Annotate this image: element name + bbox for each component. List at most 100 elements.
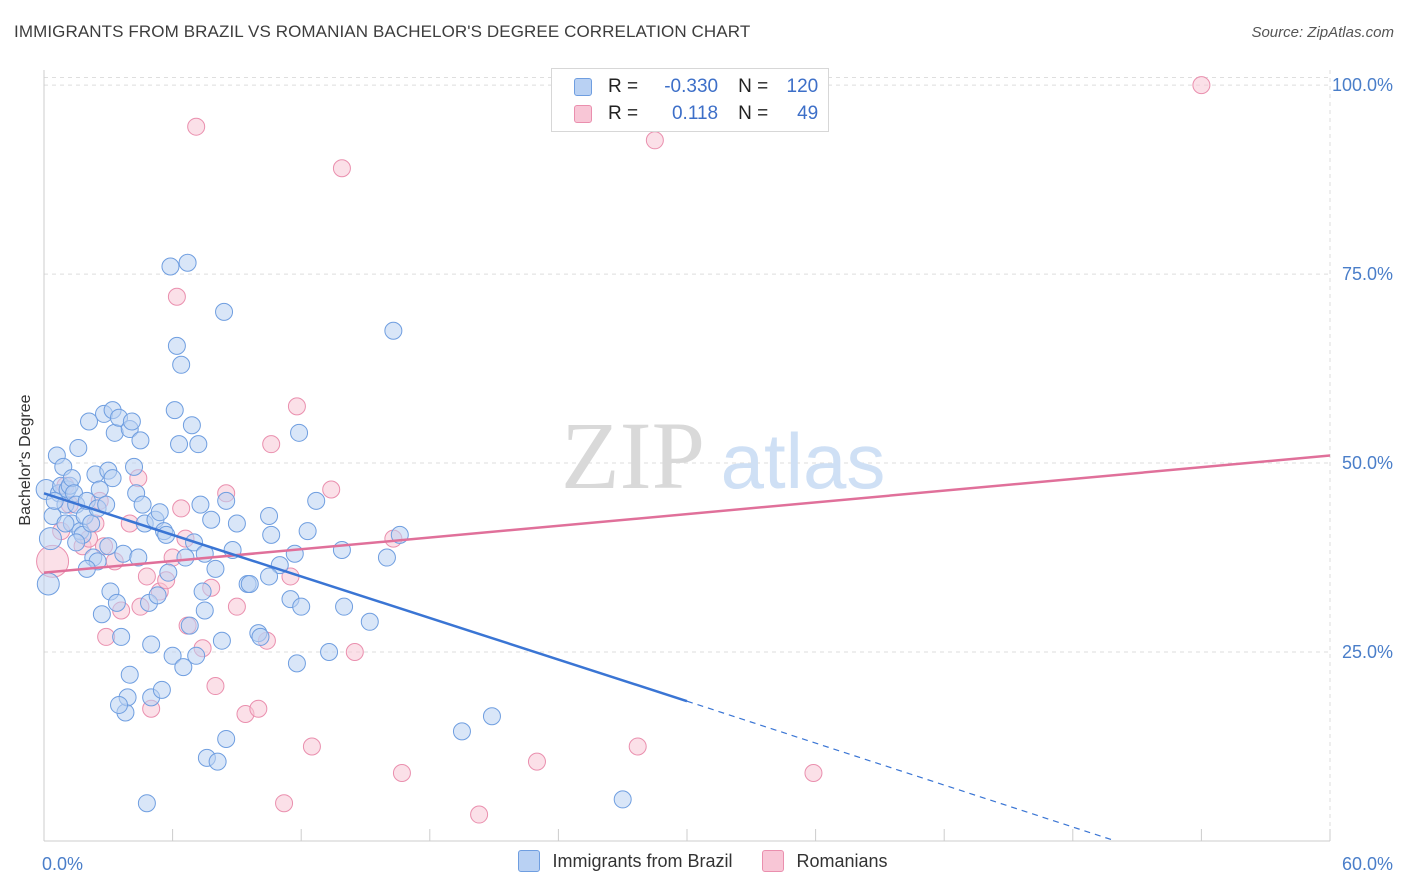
data-point bbox=[105, 423, 124, 442]
data-point bbox=[129, 548, 148, 567]
data-point bbox=[56, 514, 75, 533]
data-point bbox=[287, 654, 306, 673]
data-point bbox=[285, 544, 304, 563]
data-point bbox=[174, 658, 193, 677]
data-point bbox=[227, 597, 246, 616]
data-point bbox=[152, 680, 171, 699]
data-point bbox=[178, 253, 197, 272]
stats-n-label: N = bbox=[738, 76, 769, 97]
data-point bbox=[298, 522, 317, 541]
data-point bbox=[482, 707, 501, 726]
legend-label-brazil: Immigrants from Brazil bbox=[552, 850, 733, 871]
data-point bbox=[320, 643, 339, 662]
data-point bbox=[69, 438, 88, 457]
x-tick-label: 60.0% bbox=[1342, 854, 1393, 874]
trendline-romanians bbox=[43, 454, 1331, 574]
data-point bbox=[92, 605, 111, 624]
x-tick-label: 0.0% bbox=[42, 854, 83, 874]
data-point bbox=[167, 336, 186, 355]
legend-item-romanians: Romanians bbox=[762, 850, 888, 872]
data-point bbox=[215, 302, 234, 321]
data-point bbox=[114, 544, 133, 563]
data-point bbox=[67, 533, 86, 552]
stats-n-value: 120 bbox=[786, 76, 819, 97]
data-point bbox=[161, 257, 180, 276]
data-point bbox=[1192, 76, 1211, 95]
axes bbox=[43, 70, 1331, 842]
data-point bbox=[163, 646, 182, 665]
data-point bbox=[150, 503, 169, 522]
data-point bbox=[103, 469, 122, 488]
source-label: Source: ZipAtlas.com bbox=[1251, 24, 1394, 41]
stats-r-label: R = bbox=[608, 103, 639, 124]
data-point bbox=[290, 423, 309, 442]
data-point bbox=[335, 597, 354, 616]
legend-swatch-romanians bbox=[762, 850, 785, 872]
data-point bbox=[62, 469, 81, 488]
stats-r-value: 0.118 bbox=[671, 103, 719, 124]
data-point bbox=[38, 527, 62, 551]
data-point bbox=[112, 627, 131, 646]
data-point bbox=[292, 597, 311, 616]
data-point bbox=[137, 567, 156, 586]
stats-r-label: R = bbox=[608, 76, 639, 97]
data-point bbox=[90, 480, 109, 499]
data-point bbox=[332, 159, 351, 178]
data-point bbox=[392, 763, 411, 782]
data-point bbox=[191, 495, 210, 514]
data-point bbox=[182, 416, 201, 435]
y-tick-label: 50.0% bbox=[1342, 453, 1393, 473]
data-point bbox=[262, 435, 281, 454]
data-point bbox=[122, 412, 141, 431]
watermark-atlas: atlas bbox=[721, 417, 886, 505]
data-point bbox=[275, 794, 294, 813]
data-point bbox=[110, 695, 129, 714]
data-point bbox=[120, 665, 139, 684]
data-point bbox=[125, 457, 144, 476]
data-point bbox=[262, 525, 281, 544]
data-point bbox=[206, 559, 225, 578]
stats-row-romanians: R = 0.118 N = 49 bbox=[574, 100, 818, 128]
data-point bbox=[187, 646, 206, 665]
stats-n-label: N = bbox=[738, 103, 769, 124]
data-point bbox=[107, 593, 126, 612]
data-point bbox=[159, 563, 178, 582]
data-point bbox=[99, 537, 118, 556]
data-point bbox=[195, 601, 214, 620]
data-point bbox=[206, 677, 225, 696]
legend-item-brazil: Immigrants from Brazil bbox=[518, 850, 732, 872]
data-point bbox=[142, 635, 161, 654]
data-point bbox=[804, 763, 823, 782]
stats-legend: R = -0.330 N = 120 R = 0.118 N = 49 bbox=[551, 68, 829, 132]
data-point bbox=[202, 510, 221, 529]
y-tick-label: 25.0% bbox=[1342, 642, 1393, 662]
data-point bbox=[97, 627, 116, 646]
data-point bbox=[470, 805, 489, 824]
data-point bbox=[307, 491, 326, 510]
data-point bbox=[187, 117, 206, 136]
legend-swatch-brazil bbox=[518, 850, 541, 872]
data-point bbox=[384, 321, 403, 340]
watermark: ZIP atlas bbox=[561, 402, 885, 509]
stats-r-value: -0.330 bbox=[664, 76, 719, 97]
data-point bbox=[240, 575, 259, 593]
data-point bbox=[172, 499, 191, 518]
data-point bbox=[217, 729, 236, 748]
trendline-brazil-extension bbox=[686, 700, 1116, 842]
data-point bbox=[80, 412, 99, 431]
data-point bbox=[613, 790, 632, 809]
y-tick-label: 100.0% bbox=[1332, 75, 1393, 95]
data-point bbox=[628, 737, 647, 756]
data-point bbox=[208, 752, 227, 771]
data-point bbox=[172, 355, 191, 374]
stats-row-brazil: R = -0.330 N = 120 bbox=[574, 73, 818, 101]
series-immigrants-from-brazil bbox=[35, 253, 632, 813]
data-point bbox=[260, 567, 279, 586]
y-tick-label: 75.0% bbox=[1342, 264, 1393, 284]
romanians-swatch bbox=[574, 105, 592, 123]
data-point bbox=[36, 572, 60, 596]
data-point bbox=[249, 699, 268, 718]
data-point bbox=[645, 131, 664, 150]
trendlines bbox=[43, 454, 1331, 842]
